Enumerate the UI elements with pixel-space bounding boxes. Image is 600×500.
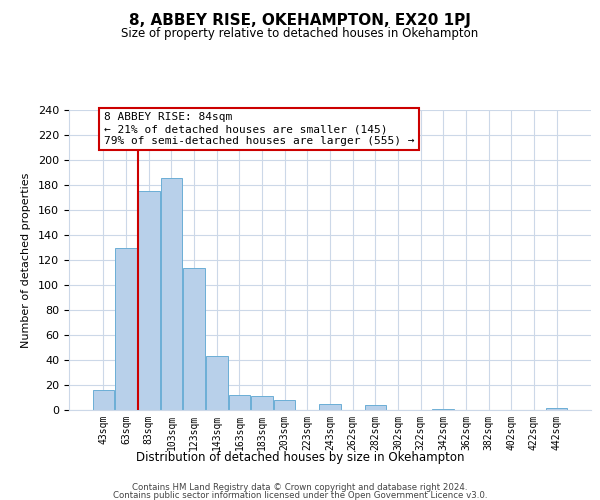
Bar xyxy=(365,405,386,410)
Bar xyxy=(229,395,250,410)
Bar xyxy=(115,248,137,410)
Bar xyxy=(319,404,341,410)
Text: Size of property relative to detached houses in Okehampton: Size of property relative to detached ho… xyxy=(121,28,479,40)
Text: Distribution of detached houses by size in Okehampton: Distribution of detached houses by size … xyxy=(136,451,464,464)
Bar xyxy=(184,268,205,410)
Text: Contains HM Land Registry data © Crown copyright and database right 2024.: Contains HM Land Registry data © Crown c… xyxy=(132,483,468,492)
Bar xyxy=(546,408,567,410)
Bar xyxy=(206,356,227,410)
Bar xyxy=(93,390,114,410)
Text: 8 ABBEY RISE: 84sqm
← 21% of detached houses are smaller (145)
79% of semi-detac: 8 ABBEY RISE: 84sqm ← 21% of detached ho… xyxy=(104,112,414,146)
Bar xyxy=(161,178,182,410)
Bar xyxy=(251,396,273,410)
Text: 8, ABBEY RISE, OKEHAMPTON, EX20 1PJ: 8, ABBEY RISE, OKEHAMPTON, EX20 1PJ xyxy=(129,12,471,28)
Bar xyxy=(138,191,160,410)
Bar xyxy=(274,400,295,410)
Bar xyxy=(433,409,454,410)
Y-axis label: Number of detached properties: Number of detached properties xyxy=(21,172,31,348)
Text: Contains public sector information licensed under the Open Government Licence v3: Contains public sector information licen… xyxy=(113,490,487,500)
